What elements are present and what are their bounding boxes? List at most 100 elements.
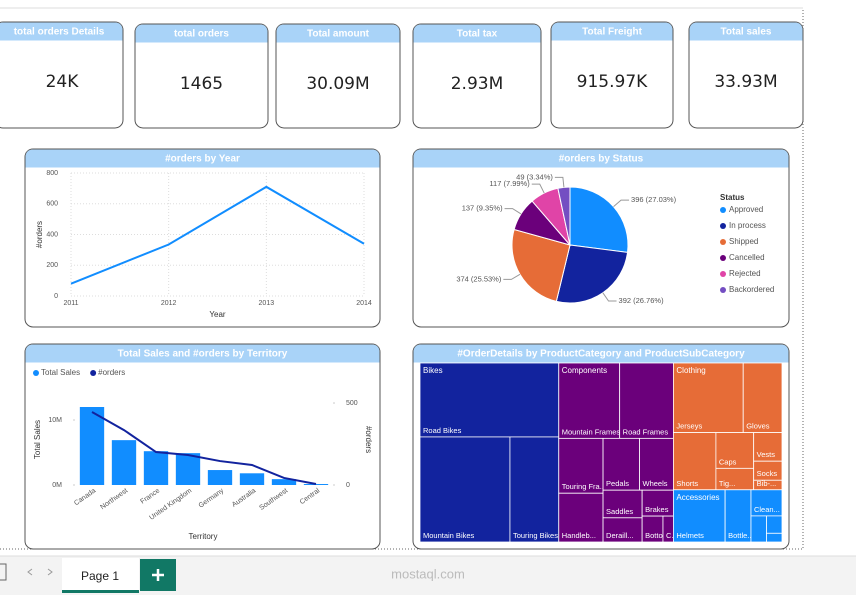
- y2-tick-label: 500: [346, 400, 358, 407]
- chart-panel: [24, 343, 381, 550]
- kpi-card: [550, 21, 674, 129]
- treemap-label: Bib-...: [757, 479, 777, 488]
- kpi-value: 24K: [46, 72, 80, 92]
- pie-slice: [557, 186, 571, 246]
- data-label: 396 (27.03%): [631, 195, 677, 204]
- treemap-cell: [766, 532, 783, 543]
- treemap-label: C...: [666, 531, 678, 540]
- kpi-card-title: total orders Details: [14, 27, 105, 38]
- chart-panel-title: #OrderDetails by ProductCategory and Pro…: [457, 349, 745, 360]
- bar: [271, 479, 297, 485]
- treemap-label: Touring Bikes: [513, 531, 558, 540]
- x-tick-label: 2014: [356, 300, 372, 307]
- treemap-label: Road Frames: [623, 427, 669, 436]
- legend-label: Approved: [729, 205, 763, 214]
- y-tick-label: 0M: [52, 482, 62, 489]
- bar: [143, 451, 169, 485]
- kpi-value: 1465: [180, 74, 223, 94]
- kpi-card: [275, 23, 401, 129]
- page-tab-underline: [62, 590, 139, 593]
- kpi-card: [412, 23, 542, 129]
- chart-panel-header: [25, 149, 380, 168]
- treemap-cell: [753, 432, 783, 462]
- treemap-label: Wheels: [643, 479, 668, 488]
- legend-swatch: [720, 239, 726, 245]
- legend-swatch: [720, 287, 726, 293]
- x-axis-title: Year: [209, 310, 226, 319]
- leader-line: [613, 199, 630, 208]
- treemap-cell: [558, 437, 604, 494]
- treemap-label: Vests: [757, 450, 776, 459]
- chart-panel-header: [25, 344, 380, 363]
- page-view-icon[interactable]: [0, 563, 7, 581]
- kpi-card-header: [413, 24, 541, 43]
- x-axis-title: Territory: [189, 532, 218, 541]
- kpi-card-title: Total tax: [457, 29, 498, 40]
- legend-swatch: [720, 271, 726, 277]
- treemap-label: Touring Fra...: [562, 482, 606, 491]
- legend-swatch: [720, 207, 726, 213]
- chart-panel-header: [413, 344, 789, 363]
- kpi-card-title: Total sales: [721, 27, 772, 38]
- treemap-label: Mountain Frames: [562, 427, 621, 436]
- treemap-cell: [558, 362, 621, 439]
- leader-line: [504, 208, 522, 215]
- legend-label: Backordered: [729, 285, 774, 294]
- legend-swatch: [90, 370, 97, 376]
- treemap-cell: [742, 362, 783, 434]
- tab-arrows[interactable]: [27, 568, 53, 576]
- treemap-label: Mountain Bikes: [423, 531, 475, 540]
- treemap-cell: [602, 517, 643, 543]
- treemap-label: Bottle...: [728, 531, 753, 540]
- treemap-label: Jerseys: [676, 422, 702, 431]
- bar: [175, 453, 201, 485]
- page-tab[interactable]: [62, 558, 139, 592]
- page-tab-label[interactable]: Page 1: [81, 569, 119, 583]
- kpi-value: 915.97K: [577, 72, 648, 92]
- watermark: mostaql.com: [391, 566, 465, 581]
- kpi-card-header: [0, 22, 123, 41]
- kpi-card-header: [135, 24, 268, 43]
- x-tick-label: 2011: [63, 300, 78, 307]
- y2-tick-label: 0: [346, 482, 350, 489]
- y-tick-label: 800: [46, 170, 58, 177]
- legend-label: Rejected: [729, 269, 761, 278]
- treemap-label: Caps: [719, 457, 737, 466]
- kpi-card: [688, 21, 804, 129]
- treemap-cell: [673, 362, 744, 434]
- treemap-label: Handleb...: [562, 531, 596, 540]
- kpi-card-title: total orders: [174, 29, 229, 40]
- kpi-card: [0, 21, 124, 129]
- treemap-label: Clean...: [754, 505, 780, 514]
- y-tick-label: 10M: [48, 417, 62, 424]
- plus-icon: [152, 569, 164, 581]
- x-tick-label: 2012: [161, 300, 177, 307]
- bar: [207, 470, 233, 485]
- chart-panel-header: [413, 149, 789, 168]
- line-series: [70, 185, 365, 285]
- legend-label: Cancelled: [729, 253, 765, 262]
- data-label: 374 (25.53%): [456, 274, 502, 283]
- kpi-value: 33.93M: [714, 72, 777, 92]
- kpi-card-title: Total amount: [307, 29, 370, 40]
- y2-axis-title: #orders: [364, 426, 373, 453]
- treemap-group-label: Components: [562, 366, 607, 375]
- treemap-label: Pedals: [606, 479, 629, 488]
- treemap-cell: [509, 436, 560, 543]
- y-axis-title: #orders: [35, 221, 44, 248]
- treemap-label: Deraill...: [606, 531, 634, 540]
- treemap-cell: [766, 515, 783, 534]
- x-tick-label: 2013: [259, 300, 275, 307]
- legend-title: Status: [720, 193, 745, 202]
- kpi-card-title: Total Freight: [582, 27, 642, 38]
- bar: [239, 473, 265, 485]
- treemap-cell: [619, 362, 674, 439]
- kpi-value: 30.09M: [306, 74, 369, 94]
- treemap-label: Socks: [757, 469, 778, 478]
- data-label: 392 (26.76%): [619, 296, 665, 305]
- data-label: 117 (7.99%): [489, 179, 530, 188]
- legend-label: In process: [729, 221, 766, 230]
- legend-swatch: [720, 223, 726, 229]
- y-tick-label: 0: [54, 293, 58, 300]
